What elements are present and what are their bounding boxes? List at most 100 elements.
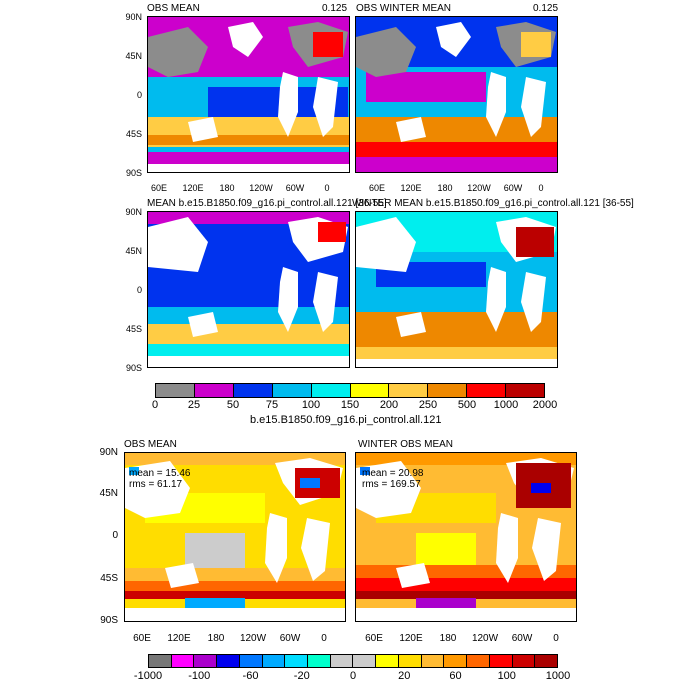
colorbar-swatch	[389, 384, 429, 397]
colorbar-swatch	[353, 655, 377, 667]
mean-stat: mean = 20.98	[362, 468, 424, 479]
latitude-label: 45N	[99, 488, 118, 499]
longitude-label: 60W	[511, 633, 533, 644]
panel-title: OBS WINTER MEAN	[356, 3, 452, 14]
colorbar-swatch	[311, 384, 351, 397]
latitude-label: 0	[136, 285, 142, 295]
panel-corner-value: 0.125	[322, 3, 348, 14]
colorbar-swatch	[506, 384, 545, 397]
colorbar-label: 0	[151, 399, 159, 411]
top-map-panel-3	[147, 211, 350, 368]
ocean-field-map	[148, 17, 349, 172]
ocean-field-map	[148, 212, 349, 367]
colorbar-swatch	[239, 655, 263, 667]
longitude-label: 60W	[279, 633, 301, 644]
colorbar-label: 75	[265, 399, 279, 411]
colorbar-swatch	[156, 384, 195, 397]
latitude-label: 45N	[125, 246, 142, 256]
colorbar-swatch	[308, 655, 331, 667]
colorbar-label: 20	[398, 670, 411, 682]
colorbar-swatch	[512, 655, 536, 667]
top-colorbar	[155, 383, 545, 398]
colorbar-label: 25	[187, 399, 201, 411]
longitude-label: 60E	[150, 183, 167, 193]
latitude-label: 90S	[100, 615, 118, 626]
ocean-difference-map	[356, 453, 576, 621]
panel-title: WINTER MEAN b.e15.B1850.f09_g16.pi_contr…	[352, 198, 634, 209]
colorbar-label: 2000	[532, 399, 558, 411]
longitude-label: 0	[553, 633, 559, 644]
colorbar-swatch	[467, 655, 490, 667]
latitude-label: 45S	[125, 324, 142, 334]
latitude-label: 90S	[125, 363, 142, 373]
latitude-label: 90N	[125, 12, 142, 22]
colorbar-label: -100	[188, 670, 211, 682]
colorbar-swatch	[467, 384, 507, 397]
colorbar-swatch	[489, 655, 513, 667]
panel-title: MEAN b.e15.B1850.f09_g16.pi_control.all.…	[147, 198, 387, 209]
colorbar-swatch	[444, 655, 468, 667]
panel-title: WINTER OBS MEAN	[358, 439, 454, 450]
ocean-field-map	[356, 17, 557, 172]
colorbar-swatch	[285, 655, 309, 667]
colorbar-label: 500	[457, 399, 477, 411]
longitude-label: 60W	[285, 183, 305, 193]
latitude-label: 90N	[125, 207, 142, 217]
colorbar-label: 200	[379, 399, 399, 411]
top-map-panel-1	[147, 16, 350, 173]
colorbar-swatch	[398, 655, 422, 667]
longitude-label: 180	[439, 633, 457, 644]
latitude-label: 45S	[125, 129, 142, 139]
colorbar-swatch	[428, 384, 468, 397]
colorbar-swatch	[194, 655, 218, 667]
colorbar-label: -20	[293, 670, 310, 682]
colorbar-swatch	[535, 655, 557, 667]
colorbar-label: 50	[226, 399, 240, 411]
colorbar-swatch	[233, 384, 273, 397]
longitude-label: 60W	[503, 183, 523, 193]
longitude-label: 60E	[133, 633, 151, 644]
colorbar-swatch	[217, 655, 240, 667]
panel-title: OBS MEAN	[124, 439, 177, 450]
ocean-field-map	[356, 212, 557, 367]
longitude-label: 120E	[400, 183, 422, 193]
colorbar-label: 1000	[493, 399, 519, 411]
longitude-label: 0	[538, 183, 544, 193]
top-map-panel-4	[355, 211, 558, 368]
mean-stat: mean = 15.46	[129, 468, 191, 479]
longitude-label: 0	[321, 633, 327, 644]
longitude-label: 120W	[467, 183, 491, 193]
rms-stat: rms = 169.57	[362, 479, 421, 490]
latitude-label: 0	[112, 530, 118, 541]
colorbar-label: 250	[418, 399, 438, 411]
latitude-label: 0	[136, 90, 142, 100]
longitude-label: 60E	[368, 183, 385, 193]
longitude-label: 0	[324, 183, 330, 193]
colorbar-swatch	[421, 655, 445, 667]
colorbar-caption: b.e15.B1850.f09_g16.pi_control.all.121	[250, 414, 442, 426]
colorbar-label: 150	[340, 399, 360, 411]
longitude-label: 120W	[239, 633, 267, 644]
longitude-label: 180	[437, 183, 453, 193]
colorbar-label: -60	[242, 670, 259, 682]
colorbar-label: 1000	[545, 670, 571, 682]
bottom-colorbar	[148, 654, 558, 668]
colorbar-swatch	[272, 384, 312, 397]
longitude-label: 180	[207, 633, 225, 644]
ocean-difference-map	[125, 453, 345, 621]
colorbar-swatch	[330, 655, 354, 667]
longitude-label: 60E	[365, 633, 383, 644]
longitude-label: 120W	[471, 633, 499, 644]
colorbar-swatch	[262, 655, 286, 667]
longitude-label: 180	[219, 183, 235, 193]
panel-corner-value: 0.125	[533, 3, 559, 14]
rms-stat: rms = 61.17	[129, 479, 183, 490]
latitude-label: 45N	[125, 51, 142, 61]
colorbar-label: 60	[449, 670, 462, 682]
bottom-map-panel-1	[124, 452, 346, 622]
bottom-map-panel-2	[355, 452, 577, 622]
colorbar-swatch	[350, 384, 390, 397]
colorbar-label: 100	[497, 670, 516, 682]
colorbar-swatch	[171, 655, 195, 667]
latitude-label: 90N	[99, 447, 118, 458]
